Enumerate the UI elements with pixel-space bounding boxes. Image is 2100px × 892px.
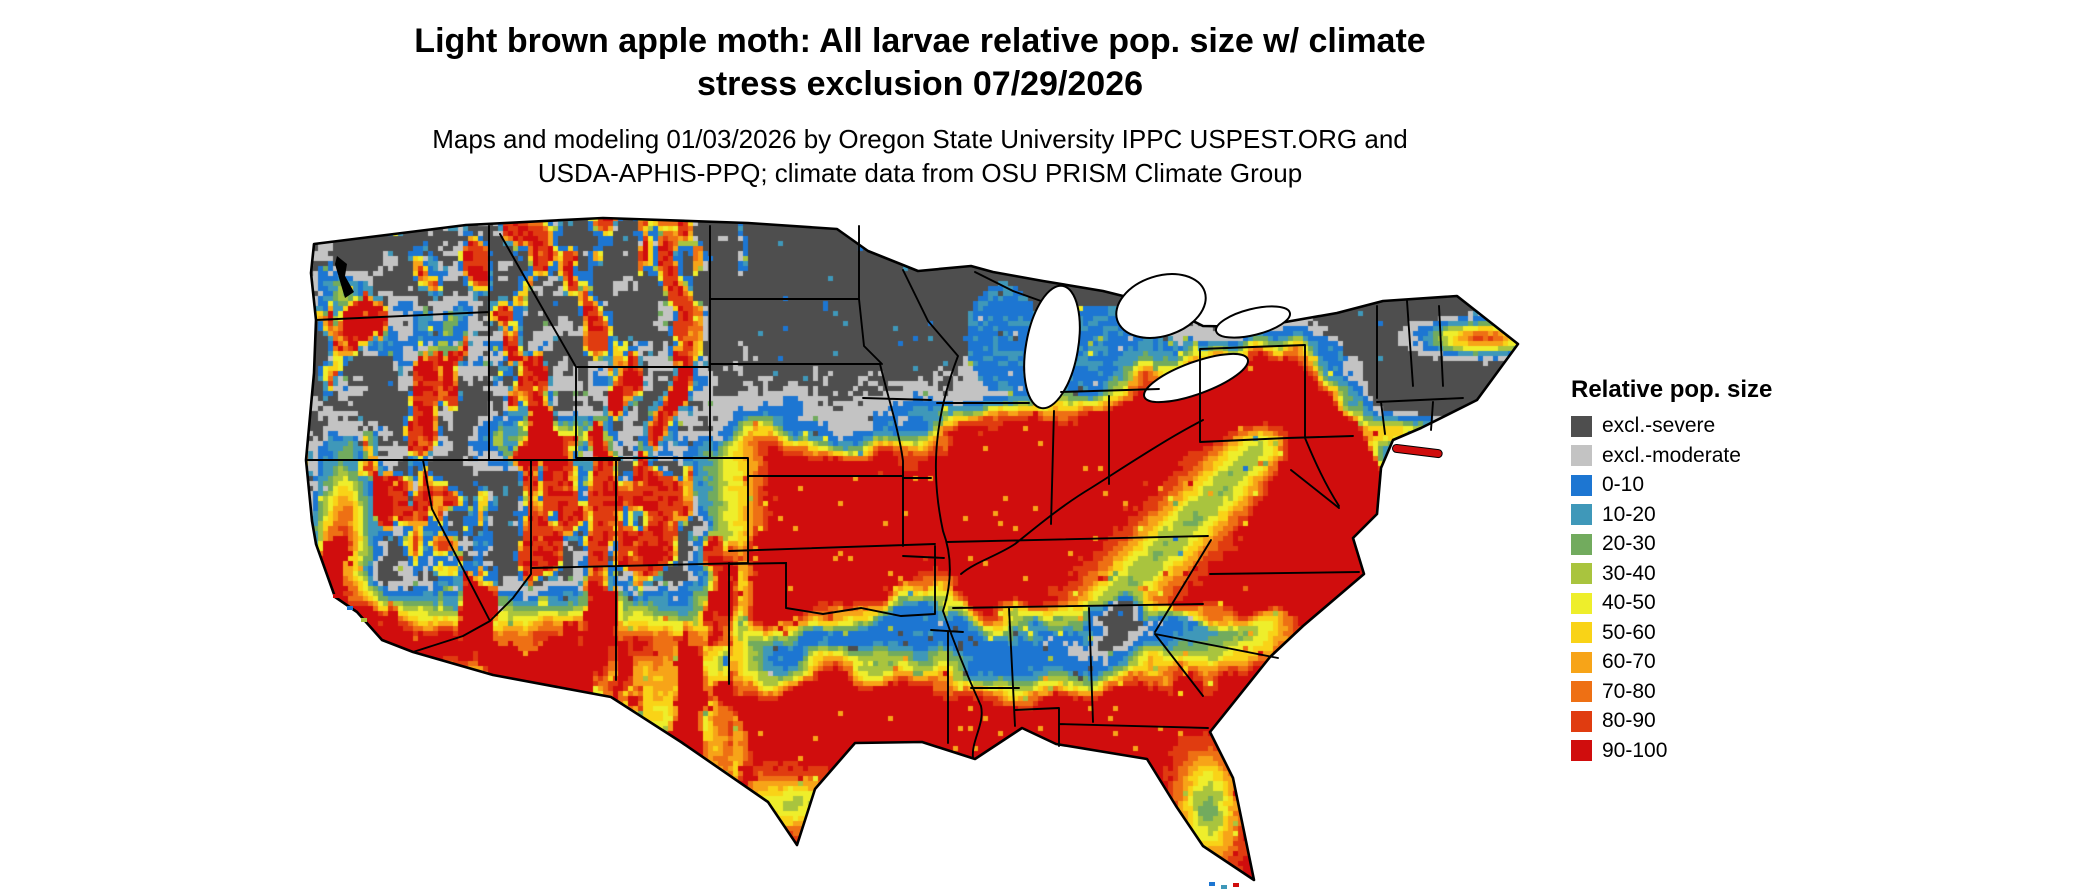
lake-michigan bbox=[1023, 284, 1081, 410]
legend-swatch bbox=[1571, 563, 1592, 584]
map-raster-canvas bbox=[303, 206, 1533, 890]
legend-label: 20-30 bbox=[1602, 532, 1656, 555]
figure-subtitle-line1: Maps and modeling 01/03/2026 by Oregon S… bbox=[432, 124, 1408, 154]
us-choropleth-map bbox=[303, 206, 1533, 890]
legend-swatch bbox=[1571, 445, 1592, 466]
figure-title-line1: Light brown apple moth: All larvae relat… bbox=[414, 22, 1426, 60]
figure-subtitle: Maps and modeling 01/03/2026 by Oregon S… bbox=[0, 122, 1840, 190]
state-borders-central bbox=[709, 225, 1042, 759]
legend-label: 30-40 bbox=[1602, 561, 1656, 585]
long-island bbox=[1391, 443, 1443, 459]
legend-swatch bbox=[1571, 504, 1592, 525]
legend-swatch bbox=[1571, 474, 1592, 496]
legend-item: 40-50 bbox=[1571, 591, 1772, 615]
us-outline bbox=[304, 216, 1520, 882]
legend-swatch bbox=[1571, 681, 1592, 702]
legend-label: 70-80 bbox=[1602, 679, 1656, 703]
legend-label: 60-70 bbox=[1602, 650, 1656, 673]
figure-title-line2: stress exclusion 07/29/2026 bbox=[696, 65, 1144, 103]
lake-ontario bbox=[1214, 305, 1292, 339]
lake-erie bbox=[1143, 352, 1249, 404]
puget-sound bbox=[335, 256, 354, 298]
legend-item: 70-80 bbox=[1571, 680, 1772, 704]
legend-item: 50-60 bbox=[1571, 621, 1772, 645]
state-borders bbox=[305, 225, 1464, 759]
legend-swatch bbox=[1571, 415, 1592, 437]
legend-item: 80-90 bbox=[1571, 709, 1772, 733]
legend: Relative pop. size excl.-severe excl.-mod… bbox=[1571, 376, 1772, 768]
channel-islands bbox=[333, 594, 367, 622]
legend-label: 40-50 bbox=[1602, 591, 1656, 614]
legend-title: Relative pop. size bbox=[1571, 376, 1773, 403]
legend-swatch bbox=[1571, 622, 1592, 643]
legend-item: excl.-severe bbox=[1571, 414, 1772, 438]
legend-swatch bbox=[1571, 740, 1592, 761]
florida-keys bbox=[1209, 882, 1239, 889]
legend-item: 0-10 bbox=[1571, 473, 1772, 497]
legend-label: 10-20 bbox=[1602, 502, 1656, 526]
legend-label: excl.-severe bbox=[1602, 414, 1716, 437]
legend-item: 60-70 bbox=[1571, 650, 1772, 674]
legend-label: 90-100 bbox=[1602, 738, 1668, 762]
lake-huron bbox=[1115, 273, 1207, 339]
legend-swatch bbox=[1571, 710, 1592, 732]
legend-items: excl.-severe excl.-moderate 0-10 10-20 20-30… bbox=[1571, 414, 1772, 763]
state-borders-west bbox=[305, 225, 749, 685]
legend-swatch bbox=[1571, 533, 1592, 555]
figure-title: Light brown apple moth: All larvae relat… bbox=[0, 20, 1840, 106]
figure-subtitle-line2: USDA-APHIS-PPQ; climate data from OSU PR… bbox=[537, 158, 1303, 188]
great-lakes bbox=[1023, 273, 1292, 410]
map-overlay-svg bbox=[304, 216, 1520, 889]
legend-label: 0-10 bbox=[1602, 473, 1645, 496]
legend-label: excl.-moderate bbox=[1602, 443, 1741, 467]
state-borders-east bbox=[946, 300, 1464, 747]
legend-item: excl.-moderate bbox=[1571, 444, 1772, 468]
legend-label: 80-90 bbox=[1602, 709, 1656, 732]
legend-item: 90-100 bbox=[1571, 739, 1772, 763]
legend-item: 30-40 bbox=[1571, 562, 1772, 586]
legend-swatch bbox=[1571, 651, 1592, 673]
legend-label: 50-60 bbox=[1602, 620, 1656, 644]
legend-swatch bbox=[1571, 592, 1592, 614]
legend-item: 10-20 bbox=[1571, 503, 1772, 527]
legend-item: 20-30 bbox=[1571, 532, 1772, 556]
